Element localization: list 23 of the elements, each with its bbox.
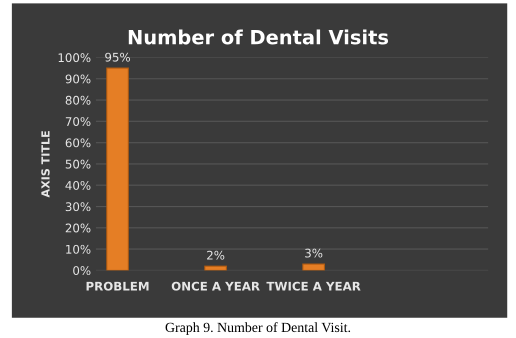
y-tick-label: 100% — [58, 53, 90, 62]
caption: Graph 9. Number of Dental Visit. — [166, 322, 350, 335]
data-label: 95% — [105, 52, 130, 62]
y-tick-label: 10% — [66, 244, 90, 254]
x-tick-label: TWICE A YEAR — [266, 282, 361, 291]
bar — [204, 266, 227, 270]
y-tick-label: 0% — [73, 266, 90, 276]
bar — [106, 68, 129, 270]
bar — [302, 263, 325, 270]
y-tick-label: 20% — [66, 224, 90, 232]
y-tick-label: 80% — [66, 96, 90, 105]
chart-title: Number of Dental Visits — [128, 29, 388, 45]
y-tick-label: 30% — [66, 202, 90, 212]
data-label: 2% — [207, 250, 224, 260]
y-axis-title: AXIS TITLE — [41, 131, 50, 198]
y-tick-label: 50% — [66, 160, 90, 169]
data-label: 3% — [305, 248, 322, 258]
x-tick-label: PROBLEM — [86, 282, 149, 291]
y-tick-label: 70% — [66, 117, 90, 126]
x-tick-label: ONCE A YEAR — [172, 282, 260, 291]
y-tick-label: 60% — [66, 138, 90, 148]
y-tick-label: 90% — [66, 74, 90, 84]
y-tick-label: 40% — [65, 180, 90, 190]
